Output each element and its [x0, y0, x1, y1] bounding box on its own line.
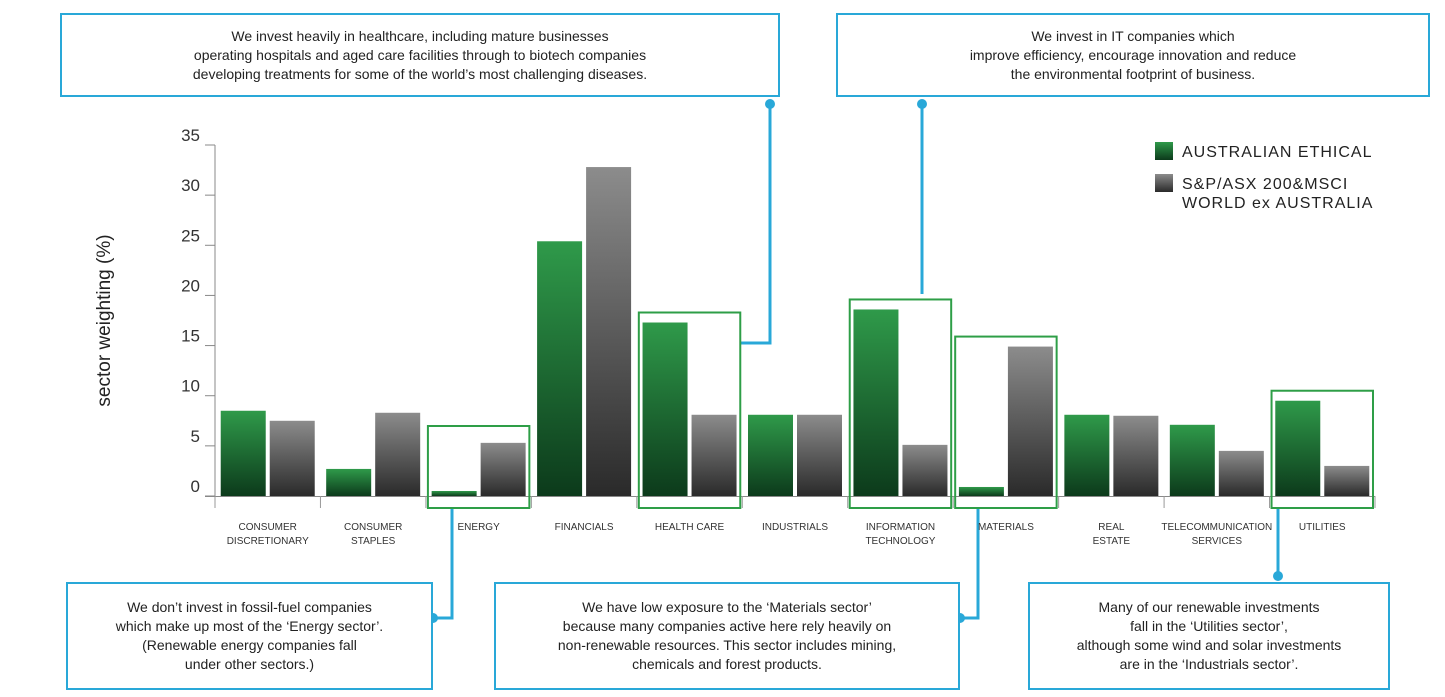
- x-tick-label-materials: MATERIALS: [978, 522, 1034, 533]
- x-tick-label-health-care: HEALTH CARE: [655, 522, 725, 533]
- x-tick-label-consumer-staples: CONSUMER STAPLES: [344, 522, 402, 547]
- callout-energy: We don’t invest in fossil-fuel companies…: [66, 582, 433, 690]
- connector-materials: [960, 508, 980, 620]
- connector-dot-information-technology: [917, 99, 927, 109]
- bar-financials-australian-ethical: [537, 241, 583, 496]
- callout-materials: We have low exposure to the ‘Materials s…: [494, 582, 960, 690]
- sector-highlight-boxes: [426, 298, 1374, 510]
- bar-utilities-australian-ethical: [1275, 400, 1321, 496]
- y-tick-label-0: 0: [191, 477, 200, 496]
- x-axis-labels: CONSUMER DISCRETIONARY CONSUMER STAPLES ENER…: [227, 522, 1346, 547]
- callout-it-text: We invest in IT companies which improve …: [969, 27, 1297, 82]
- x-tick-label-real-estate: REAL ESTATE: [1093, 522, 1131, 547]
- connector-dot-health-care: [765, 99, 775, 109]
- legend-label-benchmark: S&P/ASX 200&MSCI WORLD ex AUSTRALIA: [1182, 176, 1373, 212]
- bar-industrials-benchmark: [797, 414, 842, 496]
- x-tick-label-telecommunication-services: TELECOMMUNICATION SERVICES: [1161, 522, 1272, 547]
- y-axis-title: sector weighting (%): [94, 234, 115, 406]
- bar-telecommunication-services-australian-ethical: [1169, 424, 1215, 496]
- highlight-box-information-technology: [848, 298, 953, 509]
- y-tick-label-25: 25: [181, 226, 200, 245]
- bar-consumer-staples-australian-ethical: [326, 468, 372, 496]
- bar-energy-australian-ethical: [431, 490, 477, 496]
- bar-telecommunication-services-benchmark: [1218, 450, 1264, 496]
- bar-industrials-australian-ethical: [748, 414, 793, 496]
- bar-health-care-benchmark: [691, 414, 737, 496]
- y-tick-label-15: 15: [181, 327, 200, 346]
- highlight-box-materials: [954, 335, 1058, 509]
- callout-health-care-text: We invest heavily in healthcare, includi…: [192, 27, 648, 82]
- y-tick-label-5: 5: [191, 427, 200, 446]
- chart-axes: 0 5 10 15 20 25 30 35 sector weighting (%): [94, 126, 1376, 508]
- highlight-box-energy: [426, 425, 531, 509]
- callout-utilities: Many of our renewable investments fall i…: [1028, 582, 1390, 690]
- y-tick-label-20: 20: [181, 276, 200, 295]
- legend-label-australian-ethical: AUSTRALIAN ETHICAL: [1182, 144, 1372, 161]
- x-tick-label-utilities: UTILITIES: [1299, 522, 1346, 533]
- x-tick-label-information-technology: INFORMATION TECHNOLOGY: [865, 522, 935, 547]
- x-tick-label-financials: FINANCIALS: [555, 522, 614, 533]
- bar-information-technology-australian-ethical: [853, 309, 899, 496]
- legend-swatch-australian-ethical: [1155, 142, 1173, 160]
- legend-swatch-benchmark: [1155, 174, 1173, 192]
- x-tick-label-energy: ENERGY: [458, 522, 501, 533]
- y-tick-label-35: 35: [181, 126, 200, 145]
- x-tick-label-consumer-discretionary: CONSUMER DISCRETIONARY: [227, 522, 309, 547]
- bar-real-estate-australian-ethical: [1064, 414, 1110, 496]
- callout-health-care: We invest heavily in healthcare, includi…: [60, 13, 780, 97]
- bar-information-technology-benchmark: [902, 444, 948, 496]
- callout-materials-text: We have low exposure to the ‘Materials s…: [557, 599, 897, 672]
- bar-consumer-discretionary-australian-ethical: [220, 410, 266, 496]
- bar-consumer-staples-benchmark: [375, 412, 421, 496]
- y-tick-label-10: 10: [181, 377, 200, 396]
- highlight-box-utilities: [1270, 389, 1374, 510]
- bar-utilities-benchmark: [1324, 465, 1370, 496]
- y-tick-label-30: 30: [181, 176, 200, 195]
- chart-legend: AUSTRALIAN ETHICAL S&P/ASX 200&MSCI WORLD …: [1155, 142, 1373, 212]
- bar-energy-benchmark: [480, 442, 526, 496]
- callout-utilities-text: Many of our renewable investments fall i…: [1076, 599, 1342, 672]
- chart-bars: [220, 167, 1370, 496]
- connector-dot-utilities: [1273, 571, 1283, 581]
- bar-materials-benchmark: [1007, 346, 1053, 496]
- callout-energy-text: We don’t invest in fossil-fuel companies…: [115, 599, 384, 672]
- bar-financials-benchmark: [586, 167, 632, 496]
- bar-consumer-discretionary-benchmark: [269, 420, 315, 496]
- callout-information-technology: We invest in IT companies which improve …: [836, 13, 1430, 97]
- bar-materials-australian-ethical: [958, 486, 1004, 496]
- connector-energy: [433, 508, 454, 620]
- connector-health-care: [740, 104, 772, 345]
- x-tick-label-industrials: INDUSTRIALS: [762, 522, 828, 533]
- highlight-box-health-care: [637, 311, 742, 509]
- bar-health-care-australian-ethical: [642, 322, 688, 496]
- bar-real-estate-benchmark: [1113, 415, 1159, 496]
